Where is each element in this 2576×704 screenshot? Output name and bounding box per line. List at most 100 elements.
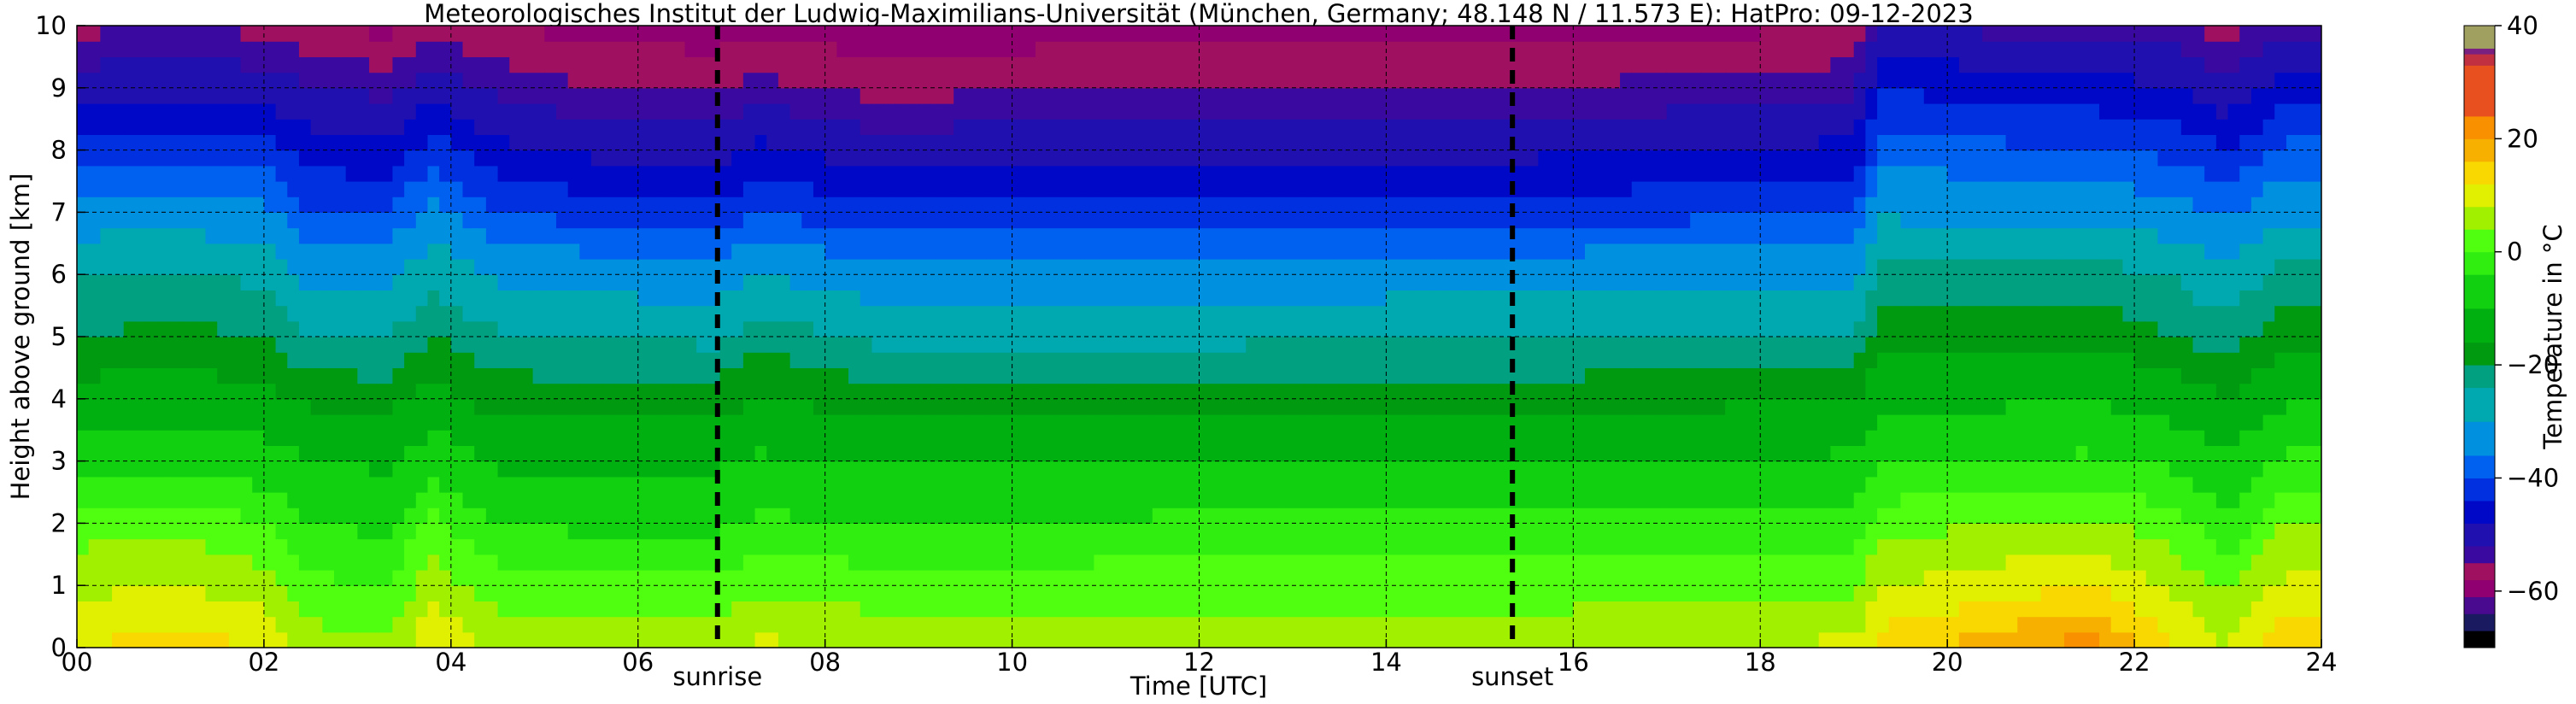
heatmap-cell: [415, 72, 429, 89]
heatmap-cell: [1070, 181, 1083, 197]
heatmap-cell: [895, 320, 908, 337]
heatmap-cell: [1106, 150, 1118, 167]
heatmap-cell: [591, 337, 604, 353]
heatmap-cell: [415, 320, 429, 337]
heatmap-cell: [824, 337, 837, 353]
heatmap-cell: [100, 274, 113, 290]
heatmap-cell: [1421, 570, 1434, 586]
heatmap-cell: [263, 476, 277, 493]
heatmap-cell: [334, 259, 347, 275]
heatmap-cell: [1292, 72, 1306, 89]
heatmap-cell: [637, 538, 651, 555]
heatmap-cell: [1082, 290, 1094, 307]
heatmap-cell: [322, 134, 335, 151]
heatmap-cell: [485, 212, 499, 229]
heatmap-cell: [871, 383, 884, 400]
heatmap-cell: [1199, 414, 1212, 431]
heatmap-cell: [404, 585, 417, 601]
heatmap-cell: [450, 337, 464, 353]
heatmap-cell: [1456, 227, 1469, 244]
heatmap-cell: [1514, 585, 1528, 601]
heatmap-cell: [1106, 119, 1118, 135]
heatmap-cell: [1152, 492, 1165, 508]
heatmap-cell: [310, 430, 323, 446]
heatmap-cell: [742, 134, 756, 151]
heatmap-cell: [1152, 585, 1165, 601]
heatmap-cell: [1106, 445, 1118, 462]
heatmap-cell: [298, 243, 312, 260]
heatmap-cell: [591, 243, 604, 260]
heatmap-cell: [123, 243, 137, 260]
heatmap-cell: [1363, 601, 1376, 618]
heatmap-cell: [322, 305, 335, 322]
heatmap-cell: [100, 72, 113, 89]
heatmap-cell: [777, 476, 791, 493]
heatmap-cell: [977, 243, 989, 260]
heatmap-cell: [1351, 119, 1364, 135]
heatmap-cell: [907, 476, 919, 493]
heatmap-cell: [462, 56, 475, 73]
heatmap-cell: [567, 197, 580, 213]
heatmap-cell: [217, 507, 230, 524]
heatmap-cell: [1351, 616, 1364, 633]
heatmap-cell: [193, 507, 207, 524]
heatmap-cell: [1012, 320, 1024, 337]
heatmap-cell: [392, 181, 405, 197]
heatmap-cell: [801, 570, 814, 586]
heatmap-cell: [567, 212, 580, 229]
heatmap-cell: [742, 87, 756, 104]
heatmap-cell: [661, 554, 674, 571]
heatmap-cell: [310, 631, 323, 648]
heatmap-cell: [954, 337, 966, 353]
heatmap-cell: [907, 352, 919, 368]
heatmap-cell: [263, 538, 277, 555]
heatmap-cell: [977, 414, 989, 431]
heatmap-cell: [1070, 570, 1083, 586]
heatmap-cell: [182, 585, 195, 601]
heatmap-cell: [158, 134, 172, 151]
heatmap-cell: [930, 538, 943, 555]
heatmap-cell: [684, 150, 697, 167]
heatmap-cell: [1082, 352, 1094, 368]
heatmap-cell: [954, 461, 966, 478]
heatmap-cell: [240, 103, 253, 120]
heatmap-cell: [1176, 56, 1188, 73]
heatmap-cell: [544, 181, 557, 197]
heatmap-cell: [1246, 305, 1259, 322]
heatmap-cell: [1491, 492, 1504, 508]
heatmap-cell: [614, 507, 627, 524]
heatmap-cell: [1374, 72, 1388, 89]
heatmap-cell: [404, 570, 417, 586]
heatmap-cell: [918, 212, 931, 229]
heatmap-cell: [1409, 476, 1423, 493]
heatmap-cell: [287, 212, 300, 229]
heatmap-cell: [1211, 290, 1223, 307]
heatmap-cell: [147, 181, 160, 197]
heatmap-cell: [205, 631, 218, 648]
heatmap-cell: [1316, 134, 1329, 151]
heatmap-cell: [895, 601, 908, 618]
heatmap-cell: [462, 507, 475, 524]
heatmap-cell: [369, 26, 382, 42]
heatmap-cell: [205, 56, 218, 73]
heatmap-cell: [275, 103, 288, 120]
heatmap-cell: [836, 507, 849, 524]
heatmap-cell: [1468, 631, 1481, 648]
heatmap-cell: [1339, 87, 1352, 104]
heatmap-cell: [1164, 305, 1177, 322]
heatmap-cell: [836, 398, 849, 415]
heatmap-cell: [1468, 538, 1481, 555]
heatmap-cell: [1257, 227, 1270, 244]
heatmap-cell: [1094, 72, 1106, 89]
heatmap-cell: [1082, 445, 1094, 462]
heatmap-cell: [766, 430, 779, 446]
heatmap-cell: [824, 119, 837, 135]
heatmap-cell: [860, 134, 872, 151]
heatmap-cell: [930, 461, 943, 478]
heatmap-cell: [462, 72, 475, 89]
heatmap-cell: [322, 523, 335, 540]
heatmap-cell: [684, 507, 697, 524]
heatmap-cell: [1047, 492, 1059, 508]
heatmap-cell: [801, 290, 814, 307]
heatmap-cell: [298, 26, 312, 42]
